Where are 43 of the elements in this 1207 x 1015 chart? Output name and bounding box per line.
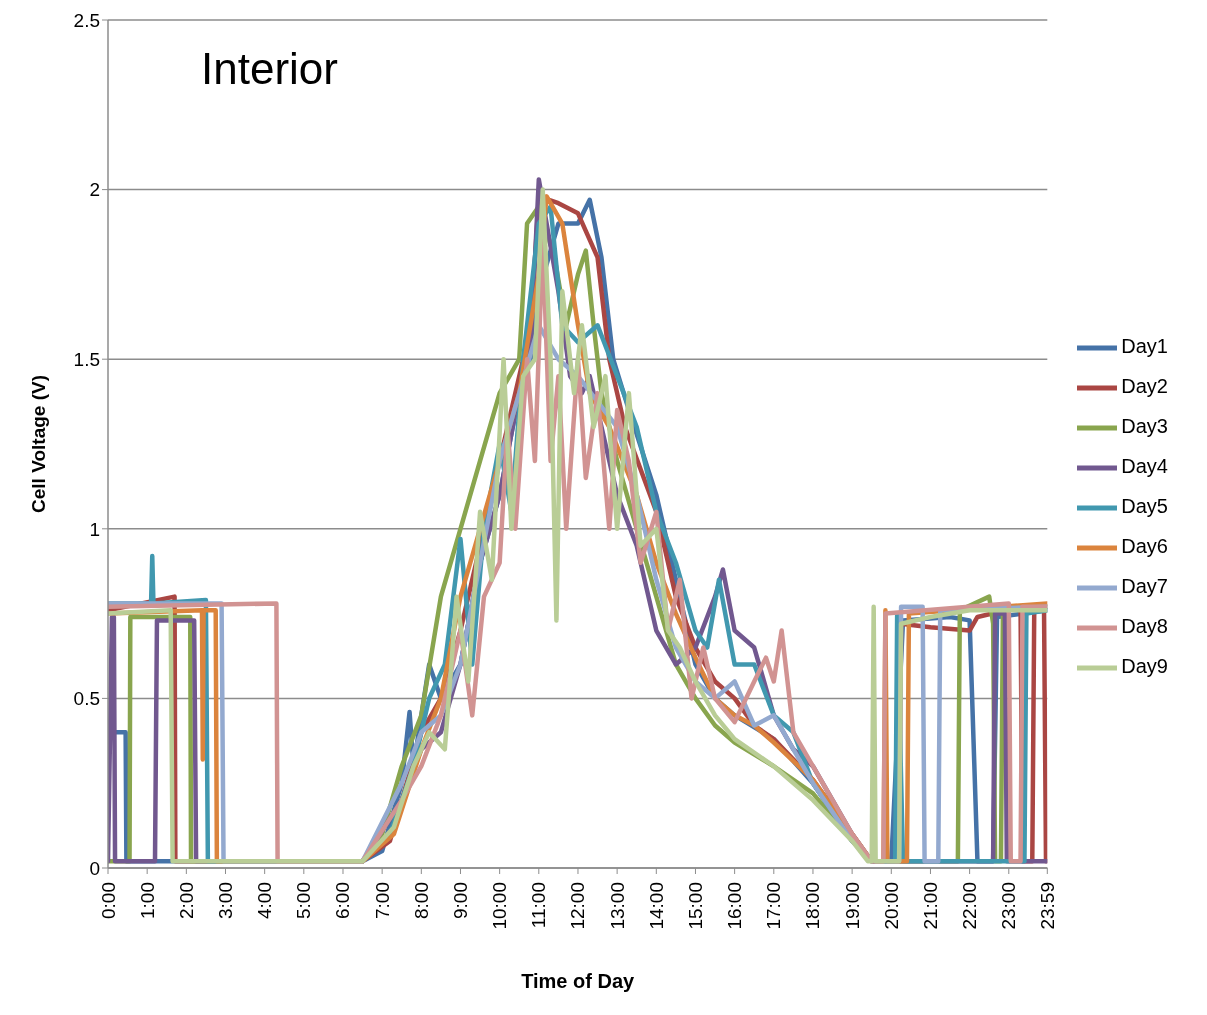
y-tick-label: 2 <box>89 179 100 201</box>
legend-label: Day8 <box>1121 615 1168 638</box>
y-tick-label: 2.5 <box>73 9 100 31</box>
x-tick-label: 2:00 <box>175 882 197 919</box>
y-tick-label: 1.5 <box>73 348 100 370</box>
x-tick-label: 14:00 <box>645 882 667 930</box>
text: Interior <box>201 44 338 94</box>
legend-label: Day1 <box>1121 335 1168 358</box>
legend-label: Day6 <box>1121 535 1168 558</box>
x-tick-label: 11:00 <box>528 882 550 929</box>
x-tick-label: 15:00 <box>684 882 706 930</box>
x-tick-label: 7:00 <box>371 882 393 919</box>
x-tick-label: 23:00 <box>998 882 1020 930</box>
x-tick-label: 17:00 <box>763 882 785 930</box>
y-tick-label: 1 <box>89 518 100 540</box>
y-tick-label: 0 <box>89 857 100 879</box>
x-tick-label: 1:00 <box>136 882 158 919</box>
x-tick-label: 20:00 <box>880 882 902 930</box>
x-tick-label: 18:00 <box>802 882 824 930</box>
x-tick-label: 6:00 <box>332 882 354 919</box>
x-tick-label: 5:00 <box>293 882 315 919</box>
legend-label: Day4 <box>1121 455 1168 478</box>
y-axis-title: Cell Voltage (V) <box>27 375 49 513</box>
x-tick-label: 3:00 <box>214 882 236 919</box>
x-tick-label: 9:00 <box>449 882 471 919</box>
x-tick-label: 21:00 <box>919 882 941 930</box>
y-tick-label: 0.5 <box>73 688 100 710</box>
x-tick-label: 23:59 <box>1036 882 1058 930</box>
legend-label: Day2 <box>1121 375 1168 398</box>
x-tick-label: 13:00 <box>606 882 628 930</box>
legend-label: Day9 <box>1121 655 1168 678</box>
legend-label: Day5 <box>1121 495 1168 518</box>
x-tick-label: 8:00 <box>410 882 432 919</box>
x-tick-label: 0:00 <box>97 882 119 919</box>
x-tick-label: 22:00 <box>959 882 981 930</box>
x-tick-label: 10:00 <box>489 882 511 930</box>
x-tick-label: 16:00 <box>724 882 746 930</box>
legend-label: Day3 <box>1121 415 1168 438</box>
x-tick-label: 12:00 <box>567 882 589 930</box>
x-tick-label: 19:00 <box>841 882 863 930</box>
legend-label: Day7 <box>1121 575 1168 598</box>
x-axis-title: Time of Day <box>521 970 636 992</box>
x-tick-label: 4:00 <box>254 882 276 919</box>
